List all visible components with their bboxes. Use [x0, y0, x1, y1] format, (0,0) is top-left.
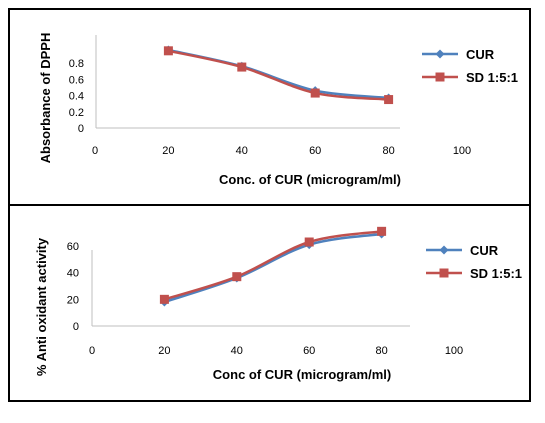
y-tick-label: 0.6: [69, 74, 84, 86]
data-point: [377, 226, 387, 236]
y-tick-label: 0: [73, 321, 79, 333]
y-axis-label: Absorbance of DPPH: [38, 33, 53, 164]
x-tick-label: 20: [158, 345, 170, 357]
series-line-1: [164, 232, 382, 304]
series-line-2: [164, 230, 382, 301]
x-tick-label: 60: [309, 145, 321, 157]
data-point: [237, 62, 247, 72]
legend-marker-1: [439, 245, 449, 255]
x-tick-label: 80: [382, 145, 394, 157]
legend-label-1: CUR: [470, 243, 499, 258]
y-tick-label: 0: [78, 123, 84, 135]
data-point: [384, 95, 394, 105]
legend-label-1: CUR: [466, 47, 495, 62]
x-tick-label: 0: [92, 145, 98, 157]
y-tick-label: 60: [67, 241, 79, 253]
y-tick-label: 40: [67, 268, 79, 280]
y-tick-label: 0.2: [69, 107, 84, 119]
x-tick-label: 60: [303, 345, 315, 357]
x-tick-label: 40: [236, 145, 248, 157]
data-point: [163, 46, 173, 56]
legend-marker-2: [439, 268, 449, 278]
panel-divider: [8, 204, 531, 206]
data-point: [304, 237, 314, 247]
series-line-2: [168, 49, 389, 101]
legend-label-2: SD 1:5:1: [470, 266, 522, 281]
x-tick-label: 40: [231, 345, 243, 357]
x-tick-label: 100: [445, 345, 463, 357]
x-axis-label: Conc of CUR (microgram/ml): [213, 367, 391, 382]
x-tick-label: 0: [89, 345, 95, 357]
x-tick-label: 20: [162, 145, 174, 157]
x-axis-label: Conc. of CUR (microgram/ml): [219, 172, 401, 187]
data-point: [310, 88, 320, 98]
y-tick-label: 20: [67, 294, 79, 306]
x-tick-label: 80: [375, 345, 387, 357]
y-tick-label: 0.4: [69, 91, 84, 103]
x-tick-label: 100: [453, 145, 471, 157]
data-point: [232, 272, 242, 282]
y-tick-label: 0.8: [69, 58, 84, 70]
legend-marker-1: [435, 49, 445, 59]
legend-marker-2: [435, 72, 445, 82]
y-axis-label: % Anti oxidant activity: [34, 237, 49, 376]
data-point: [159, 294, 169, 304]
legend-label-2: SD 1:5:1: [466, 70, 518, 85]
chart-absorbance: Absorbance of DPPH Conc. of CUR (microgr…: [38, 33, 518, 187]
